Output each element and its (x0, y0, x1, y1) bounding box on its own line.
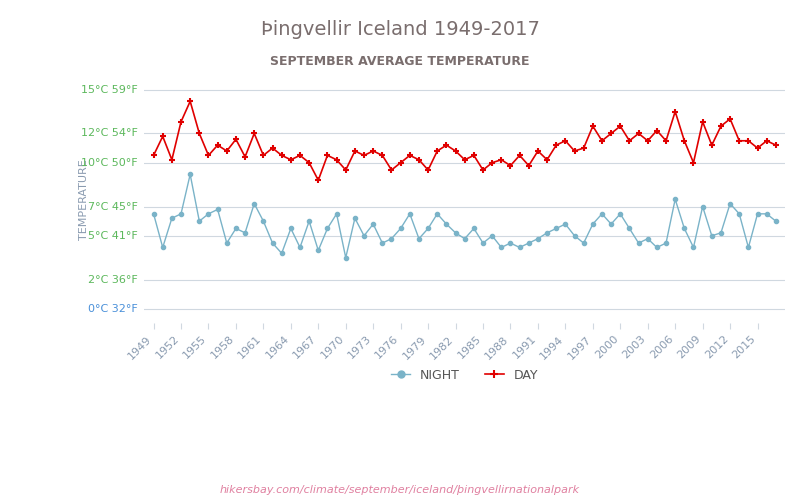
DAY (186, 98, 195, 104)
Text: 2°C 36°F: 2°C 36°F (88, 274, 138, 284)
Text: 7°C 45°F: 7°C 45°F (88, 202, 138, 211)
NIGHT (258, 218, 268, 224)
DAY (258, 152, 268, 158)
NIGHT (524, 240, 534, 246)
DAY (204, 152, 214, 158)
DAY (771, 142, 781, 148)
DAY (149, 152, 158, 158)
Text: 12°C 54°F: 12°C 54°F (81, 128, 138, 138)
DAY (762, 138, 771, 144)
Line: DAY: DAY (150, 98, 779, 184)
Text: 5°C 41°F: 5°C 41°F (88, 231, 138, 241)
Line: NIGHT: NIGHT (151, 172, 778, 260)
DAY (277, 152, 286, 158)
DAY (314, 177, 323, 183)
Text: hikersbay.com/climate/september/iceland/þingvellirnationalpark: hikersbay.com/climate/september/iceland/… (220, 485, 580, 495)
DAY (643, 138, 653, 144)
DAY (524, 162, 534, 168)
NIGHT (643, 236, 653, 242)
NIGHT (341, 254, 350, 260)
NIGHT (762, 211, 771, 217)
Text: SEPTEMBER AVERAGE TEMPERATURE: SEPTEMBER AVERAGE TEMPERATURE (270, 55, 530, 68)
Legend: NIGHT, DAY: NIGHT, DAY (386, 364, 543, 387)
NIGHT (186, 172, 195, 177)
Y-axis label: TEMPERATURE: TEMPERATURE (79, 159, 89, 240)
NIGHT (149, 211, 158, 217)
Text: 0°C 32°F: 0°C 32°F (88, 304, 138, 314)
Text: 15°C 59°F: 15°C 59°F (82, 84, 138, 94)
NIGHT (204, 211, 214, 217)
Text: Þingvellir Iceland 1949-2017: Þingvellir Iceland 1949-2017 (261, 20, 539, 39)
Text: 10°C 50°F: 10°C 50°F (82, 158, 138, 168)
NIGHT (277, 250, 286, 256)
NIGHT (771, 218, 781, 224)
